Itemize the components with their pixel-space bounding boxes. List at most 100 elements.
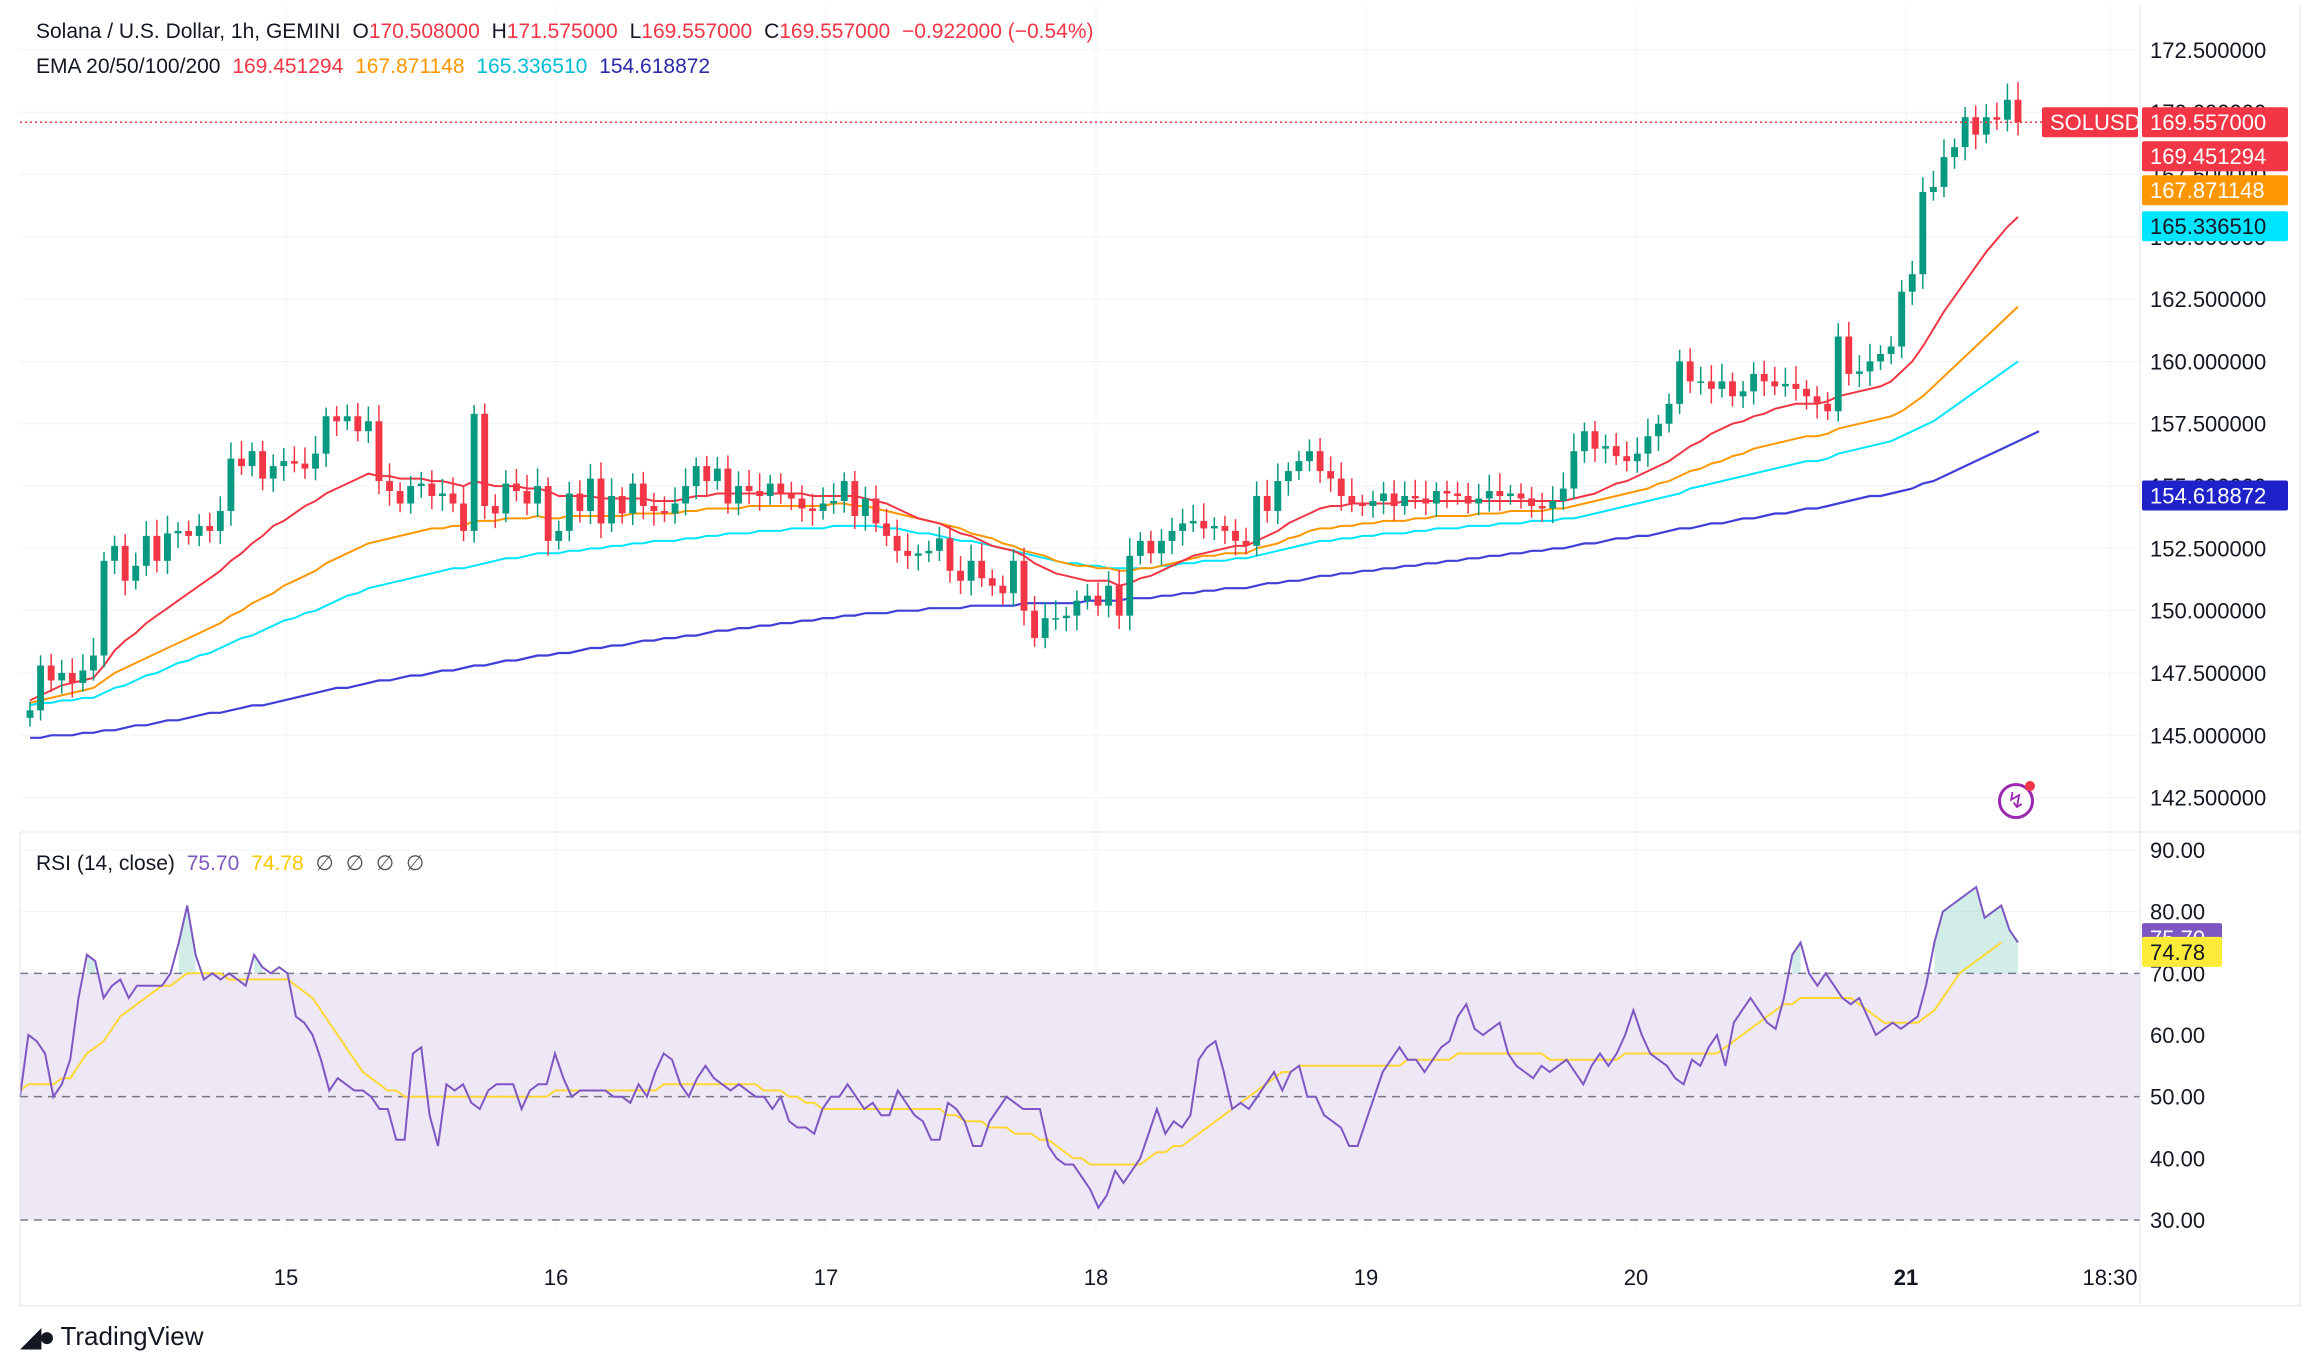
ema100-value: 165.336510 bbox=[476, 55, 588, 78]
candle bbox=[47, 653, 55, 693]
ema-label[interactable]: EMA 20/50/100/200 bbox=[36, 55, 221, 78]
candle bbox=[1929, 170, 1937, 201]
rsi-ma-line bbox=[19, 941, 2002, 1166]
candle-body bbox=[1908, 274, 1916, 292]
candle bbox=[111, 535, 119, 575]
candle-body bbox=[1887, 346, 1895, 354]
candle bbox=[1570, 433, 1578, 499]
candle-body bbox=[1464, 496, 1472, 504]
candle-body bbox=[1824, 403, 1832, 412]
candle-body bbox=[333, 416, 341, 422]
candle-body bbox=[1189, 520, 1197, 524]
candle-body bbox=[639, 483, 647, 506]
candle-body bbox=[925, 550, 933, 554]
candle bbox=[1052, 600, 1060, 630]
candle-body bbox=[1232, 530, 1239, 541]
candle bbox=[386, 463, 393, 506]
candle bbox=[1877, 345, 1884, 371]
candle bbox=[1232, 519, 1239, 556]
candle bbox=[238, 440, 245, 475]
candle bbox=[1961, 106, 1969, 161]
candle bbox=[1623, 441, 1631, 472]
time-tick-label: 19 bbox=[1354, 1265, 1378, 1290]
candle bbox=[1771, 366, 1779, 396]
ema20-tag-bg bbox=[2142, 141, 2288, 172]
candle bbox=[1210, 517, 1218, 541]
candle bbox=[1115, 569, 1123, 629]
candle-body bbox=[1591, 431, 1599, 449]
candle bbox=[438, 478, 446, 511]
price-tick-label: 142.500000 bbox=[2150, 786, 2266, 811]
candle-body bbox=[269, 466, 277, 479]
candle-body bbox=[1866, 361, 1874, 372]
rsi-tick-label: 50.00 bbox=[2150, 1085, 2205, 1110]
candle-body bbox=[661, 510, 668, 514]
candle-body bbox=[1147, 540, 1155, 554]
candle-body bbox=[851, 481, 859, 516]
candle-body bbox=[1665, 403, 1673, 424]
candle-body bbox=[1369, 501, 1377, 506]
candle bbox=[449, 477, 457, 513]
candle bbox=[576, 480, 584, 523]
tradingview-brand[interactable]: ◢● TradingView bbox=[20, 1320, 204, 1353]
price-tags: SOLUSD 169.557000 169.451294 167.871148 165.… bbox=[2042, 107, 2288, 967]
candle-body bbox=[238, 458, 245, 467]
candle-body bbox=[460, 503, 467, 531]
candle bbox=[1517, 483, 1525, 509]
candle bbox=[787, 481, 795, 511]
candle bbox=[1084, 583, 1091, 610]
candle-body bbox=[1221, 525, 1229, 531]
rsi-extra-2: ∅ bbox=[345, 852, 364, 875]
candle bbox=[872, 485, 880, 533]
candle-body bbox=[1623, 456, 1631, 462]
candle-body bbox=[1084, 595, 1091, 601]
candle bbox=[1464, 482, 1472, 514]
candle bbox=[1951, 138, 1958, 169]
candle bbox=[1803, 380, 1810, 410]
candle bbox=[1380, 481, 1387, 515]
candle bbox=[1993, 102, 2001, 130]
ema-legend: EMA 20/50/100/200 169.451294 167.871148 … bbox=[36, 55, 716, 79]
rsi-guides bbox=[20, 972, 2140, 1221]
candle-body bbox=[26, 710, 34, 718]
symbol-title[interactable]: Solana / U.S. Dollar, 1h, GEMINI bbox=[36, 20, 341, 43]
candle-body bbox=[502, 483, 510, 514]
candle-body bbox=[216, 510, 224, 531]
candle-body bbox=[809, 508, 816, 511]
candle-body bbox=[2014, 99, 2022, 123]
time-tick-label: 20 bbox=[1624, 1265, 1648, 1290]
candle bbox=[777, 473, 785, 504]
candle bbox=[1158, 529, 1165, 566]
flash-icon[interactable]: ↯ bbox=[1998, 783, 2034, 819]
candle-body bbox=[1676, 361, 1684, 404]
candle-body bbox=[111, 545, 119, 561]
candle-body bbox=[90, 655, 97, 671]
candle-body bbox=[364, 421, 372, 432]
candle-body bbox=[534, 486, 542, 504]
candle-body bbox=[132, 565, 140, 581]
candle bbox=[491, 494, 499, 529]
candle bbox=[512, 468, 520, 502]
candle-body bbox=[1559, 488, 1567, 502]
candle bbox=[745, 469, 753, 505]
rsi-label[interactable]: RSI (14, close) bbox=[36, 852, 175, 875]
candle-body bbox=[1834, 336, 1842, 412]
last-price-tag-bg bbox=[2142, 107, 2288, 138]
candle-body bbox=[142, 535, 150, 566]
candle bbox=[1940, 139, 1948, 198]
close-value: C169.557000 bbox=[764, 20, 891, 43]
candle bbox=[1337, 462, 1345, 511]
candle bbox=[703, 455, 711, 496]
candle bbox=[893, 519, 901, 563]
candle-body bbox=[1549, 501, 1557, 509]
candle-body bbox=[259, 451, 267, 479]
candle-body bbox=[1707, 381, 1715, 389]
ema100-tag: 165.336510 bbox=[2150, 214, 2266, 239]
time-tick-label: 17 bbox=[814, 1265, 838, 1290]
candle bbox=[100, 552, 108, 668]
candle bbox=[1982, 104, 1990, 144]
price-tick-label: 162.500000 bbox=[2150, 287, 2266, 312]
candle-body bbox=[227, 458, 235, 511]
candle bbox=[1781, 367, 1789, 397]
